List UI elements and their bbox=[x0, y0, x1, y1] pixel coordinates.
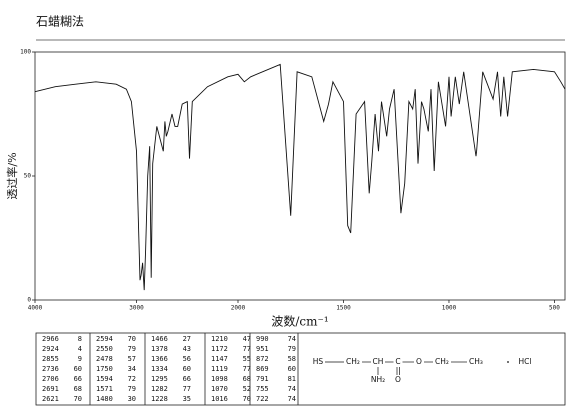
salt-dot bbox=[507, 361, 509, 363]
peak-wavenumber: 755 bbox=[256, 385, 269, 393]
peak-transmittance: 79 bbox=[128, 385, 136, 393]
x-tick-label: 4000 bbox=[28, 305, 43, 312]
x-tick-label: 1500 bbox=[336, 305, 351, 312]
peak-transmittance: 77 bbox=[183, 385, 191, 393]
peak-wavenumber: 1571 bbox=[96, 385, 113, 393]
peak-transmittance: 74 bbox=[288, 385, 296, 393]
peak-wavenumber: 2855 bbox=[42, 355, 59, 363]
peak-transmittance: 27 bbox=[183, 335, 191, 343]
plot-frame bbox=[34, 51, 566, 301]
peak-transmittance: 66 bbox=[183, 375, 191, 383]
peak-wavenumber: 990 bbox=[256, 335, 269, 343]
y-tick-label: 100 bbox=[20, 49, 31, 56]
peak-wavenumber: 1172 bbox=[211, 345, 228, 353]
peak-transmittance: 72 bbox=[128, 375, 136, 383]
peak-transmittance: 79 bbox=[128, 345, 136, 353]
peak-wavenumber: 2706 bbox=[42, 375, 59, 383]
y-tick-label: 0 bbox=[27, 297, 31, 304]
peak-wavenumber: 1070 bbox=[211, 385, 228, 393]
y-axis-label: 透过率/% bbox=[5, 152, 19, 199]
peak-table-frame bbox=[35, 332, 566, 406]
peak-transmittance: 56 bbox=[183, 355, 191, 363]
peak-wavenumber: 2924 bbox=[42, 345, 59, 353]
peak-transmittance: 57 bbox=[128, 355, 136, 363]
peak-wavenumber: 951 bbox=[256, 345, 269, 353]
peak-wavenumber: 2478 bbox=[96, 355, 113, 363]
peak-transmittance: 52 bbox=[243, 385, 251, 393]
peak-transmittance: 70 bbox=[243, 395, 251, 403]
peak-wavenumber: 1016 bbox=[211, 395, 228, 403]
peak-wavenumber: 2550 bbox=[96, 345, 113, 353]
peak-wavenumber: 1378 bbox=[151, 345, 168, 353]
peak-transmittance: 79 bbox=[288, 345, 296, 353]
peak-wavenumber: 1119 bbox=[211, 365, 228, 373]
x-tick-label: 3000 bbox=[129, 305, 144, 312]
peak-wavenumber: 1334 bbox=[151, 365, 168, 373]
peak-wavenumber: 1366 bbox=[151, 355, 168, 363]
x-tick-label: 1000 bbox=[442, 305, 457, 312]
structure-group: CH₂ bbox=[346, 357, 360, 366]
peak-transmittance: 70 bbox=[128, 335, 136, 343]
peak-transmittance: 55 bbox=[243, 355, 251, 363]
peak-transmittance: 74 bbox=[288, 395, 296, 403]
peak-transmittance: 66 bbox=[74, 375, 82, 383]
peak-transmittance: 30 bbox=[128, 395, 136, 403]
structure-group: CH₃ bbox=[469, 357, 483, 366]
peak-wavenumber: 2621 bbox=[42, 395, 59, 403]
spectrum-line bbox=[34, 63, 566, 291]
peak-transmittance: 74 bbox=[288, 335, 296, 343]
peak-transmittance: 34 bbox=[128, 365, 136, 373]
structure-group: HS bbox=[313, 357, 324, 366]
x-tick-label: 2000 bbox=[231, 305, 246, 312]
peak-wavenumber: 869 bbox=[256, 365, 269, 373]
x-axis-label: 波数/cm⁻¹ bbox=[271, 314, 328, 329]
peak-wavenumber: 1282 bbox=[151, 385, 168, 393]
peak-wavenumber: 1295 bbox=[151, 375, 168, 383]
peak-wavenumber: 722 bbox=[256, 395, 269, 403]
substituent: NH₂ bbox=[371, 375, 385, 384]
peak-wavenumber: 1147 bbox=[211, 355, 228, 363]
peak-transmittance: 8 bbox=[78, 335, 82, 343]
peak-wavenumber: 791 bbox=[256, 375, 269, 383]
peak-wavenumber: 872 bbox=[256, 355, 269, 363]
peak-transmittance: 60 bbox=[288, 365, 296, 373]
structure-group: CH₂ bbox=[435, 357, 449, 366]
peak-wavenumber: 1466 bbox=[151, 335, 168, 343]
peak-wavenumber: 2691 bbox=[42, 385, 59, 393]
peak-transmittance: 60 bbox=[183, 365, 191, 373]
peak-transmittance: 47 bbox=[243, 335, 251, 343]
peak-wavenumber: 1210 bbox=[211, 335, 228, 343]
peak-wavenumber: 1480 bbox=[96, 395, 113, 403]
peak-transmittance: 58 bbox=[288, 355, 296, 363]
peak-wavenumber: 1098 bbox=[211, 375, 228, 383]
peak-transmittance: 68 bbox=[243, 375, 251, 383]
peak-wavenumber: 2594 bbox=[96, 335, 113, 343]
structure-group: O bbox=[416, 357, 422, 366]
peak-transmittance: 9 bbox=[78, 355, 82, 363]
peak-transmittance: 70 bbox=[74, 395, 82, 403]
carbonyl-oxygen: O bbox=[395, 375, 401, 384]
structure-group: CH bbox=[373, 357, 384, 366]
peak-transmittance: 81 bbox=[288, 375, 296, 383]
peak-wavenumber: 2736 bbox=[42, 365, 59, 373]
peak-transmittance: 43 bbox=[183, 345, 191, 353]
y-tick-label: 50 bbox=[24, 173, 32, 180]
peak-wavenumber: 1594 bbox=[96, 375, 113, 383]
structure-group: C bbox=[395, 357, 400, 366]
peak-transmittance: 35 bbox=[183, 395, 191, 403]
peak-wavenumber: 1228 bbox=[151, 395, 168, 403]
peak-transmittance: 77 bbox=[243, 345, 251, 353]
peak-transmittance: 77 bbox=[243, 365, 251, 373]
peak-transmittance: 60 bbox=[74, 365, 82, 373]
peak-wavenumber: 1750 bbox=[96, 365, 113, 373]
x-tick-label: 500 bbox=[549, 305, 560, 312]
title: 石蜡糊法 bbox=[36, 14, 84, 29]
peak-transmittance: 68 bbox=[74, 385, 82, 393]
peak-wavenumber: 2966 bbox=[42, 335, 59, 343]
peak-transmittance: 4 bbox=[78, 345, 82, 353]
salt: HCl bbox=[519, 357, 532, 366]
